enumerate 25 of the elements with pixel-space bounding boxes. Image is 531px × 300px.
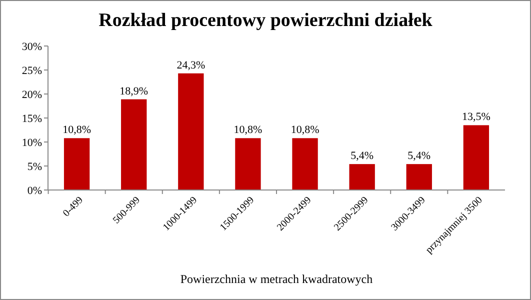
bar [349,164,375,190]
bar [406,164,432,190]
y-tick-label: 20% [22,88,42,101]
bar [64,138,90,190]
y-tick-label: 10% [22,136,42,149]
bar [235,138,261,190]
bar [121,99,147,190]
data-label: 5,4% [350,150,374,162]
y-tick-label: 25% [22,64,42,77]
y-tick-label: 15% [22,112,42,125]
bar [178,73,204,190]
y-tick-label: 30% [22,40,42,53]
bar [463,125,490,190]
y-tick-label: 5% [27,160,42,173]
data-label: 13,5% [462,111,490,124]
bar [292,138,318,190]
data-label: 24,3% [176,59,206,72]
data-label: 10,8% [234,124,262,136]
data-label: 10,8% [62,124,92,136]
chart-title: Rozkład procentowy powierzchni działek [98,10,433,31]
x-axis-title: Powierzchnia w metrach kwadratowych [180,272,373,286]
y-tick-label: 0% [27,184,42,197]
data-label: 10,8% [290,124,320,136]
data-label: 5,4% [408,150,431,162]
data-label: 18,9% [120,85,148,98]
